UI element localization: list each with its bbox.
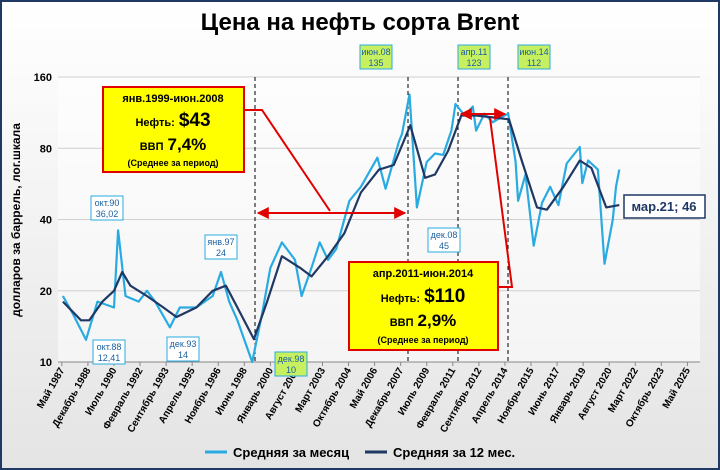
callout-box: [204, 234, 238, 260]
connector: [489, 117, 514, 288]
period: янв.1999-июн.2008: [122, 93, 223, 105]
note: (Среднее за период): [127, 158, 218, 168]
y-tick-label: 10: [40, 357, 52, 369]
callout-text: 14: [178, 350, 188, 360]
legend: Средняя за месяц Средняя за 12 мес.: [205, 445, 515, 460]
legend-label: Средняя за 12 мес.: [393, 445, 515, 460]
y-axis-label: долларов за баррель, лог.шкала: [9, 123, 23, 317]
callout-text: 123: [466, 58, 481, 68]
callout-box: [90, 195, 124, 221]
callout-text: 36,02: [96, 209, 119, 219]
last-value: мар.21; 46: [623, 194, 706, 219]
last-label: мар.21; 46: [631, 199, 696, 214]
box: [102, 86, 245, 173]
box: [623, 194, 706, 219]
callout-box: [92, 339, 126, 365]
callout-text: 12,41: [98, 353, 121, 363]
oil-value: $43: [179, 110, 211, 131]
gdp-label: ВВП: [390, 317, 414, 329]
connector: [244, 109, 331, 212]
oil-label: Нефть:: [135, 117, 174, 129]
oil-label: Нефть:: [381, 293, 420, 305]
arrows: [244, 108, 514, 288]
box: [348, 261, 499, 351]
callout-text: 135: [368, 58, 383, 68]
callout-text: дек.98: [278, 354, 305, 364]
gdp: ВВП 7,4%: [140, 135, 207, 154]
oil: Нефть: $110: [381, 286, 466, 307]
y-tick-label: 20: [40, 286, 52, 298]
y-tick-label: 40: [40, 215, 52, 227]
callout-text: 112: [527, 58, 541, 68]
callout-text: июн.08: [361, 47, 390, 57]
period-box: апр.2011-июн.2014 Нефть: $110 ВВП 2,9% (Ср…: [348, 261, 499, 351]
callout-box: [359, 44, 393, 70]
series-line: [61, 93, 621, 364]
y-tick-label: 160: [34, 72, 52, 84]
callout-text: дек.08: [431, 230, 458, 240]
note: (Среднее за период): [377, 335, 468, 345]
gdp-label: ВВП: [140, 141, 164, 153]
plot: [61, 93, 621, 364]
callout-box: [427, 227, 461, 253]
gdp-value: 2,9%: [418, 311, 457, 330]
callout-text: окт.90: [95, 198, 120, 208]
callout-box: [166, 336, 200, 362]
gdp: ВВП 2,9%: [390, 311, 457, 330]
callout-text: окт.88: [97, 342, 122, 352]
oil: Нефть: $43: [135, 110, 210, 131]
period-box: янв.1999-июн.2008 Нефть: $43 ВВП 7,4% (Сре…: [102, 86, 245, 173]
callout-box: [517, 44, 551, 70]
legend-label: Средняя за месяц: [233, 445, 349, 460]
callout-text: 45: [439, 241, 449, 251]
callout-text: 24: [216, 248, 226, 258]
gdp-value: 7,4%: [168, 135, 207, 154]
callout-text: янв.97: [207, 237, 234, 247]
callout-text: апр.11: [461, 47, 488, 57]
period-lines: [254, 77, 509, 362]
callout-box: [274, 351, 308, 377]
oil-value: $110: [424, 286, 465, 307]
callout-text: 10: [286, 365, 296, 375]
chart-title: Цена на нефть сорта Brent: [201, 9, 520, 36]
callout-text: июн.14: [519, 47, 548, 57]
period: апр.2011-июн.2014: [373, 268, 474, 280]
series-line: [62, 114, 620, 341]
callout-text: дек.93: [170, 339, 197, 349]
y-tick-label: 80: [40, 143, 52, 155]
callout-box: [457, 44, 491, 70]
